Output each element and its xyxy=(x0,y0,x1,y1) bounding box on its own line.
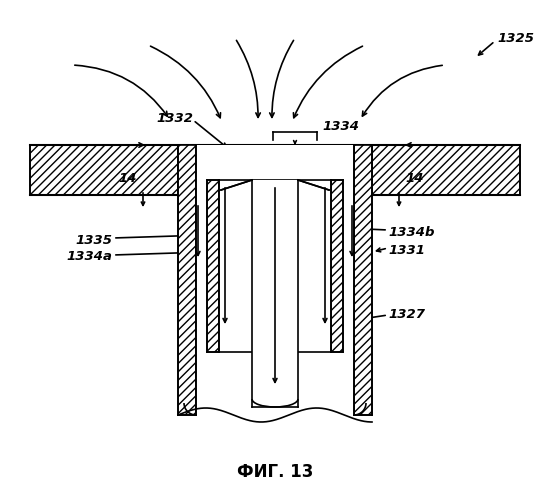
Bar xyxy=(178,145,196,415)
Text: 14: 14 xyxy=(406,172,424,184)
Bar xyxy=(196,145,354,415)
Bar xyxy=(178,145,372,195)
Text: 1335: 1335 xyxy=(75,234,112,246)
Bar xyxy=(252,180,298,407)
Bar xyxy=(207,180,219,352)
Text: 14: 14 xyxy=(119,172,138,184)
Text: 1334b: 1334b xyxy=(388,226,435,238)
Bar xyxy=(30,145,178,195)
Text: 1331: 1331 xyxy=(388,244,425,256)
Bar xyxy=(219,180,331,352)
Text: ФИГ. 13: ФИГ. 13 xyxy=(237,463,313,481)
Bar xyxy=(331,180,343,352)
Text: 1325: 1325 xyxy=(497,32,534,44)
Text: 1334a: 1334a xyxy=(66,250,112,264)
Bar xyxy=(196,195,354,415)
Bar xyxy=(354,145,372,415)
Text: 1332: 1332 xyxy=(156,112,193,124)
Text: 1327: 1327 xyxy=(388,308,425,322)
Bar xyxy=(372,145,520,195)
Text: 1334: 1334 xyxy=(322,120,359,134)
Polygon shape xyxy=(221,180,329,190)
